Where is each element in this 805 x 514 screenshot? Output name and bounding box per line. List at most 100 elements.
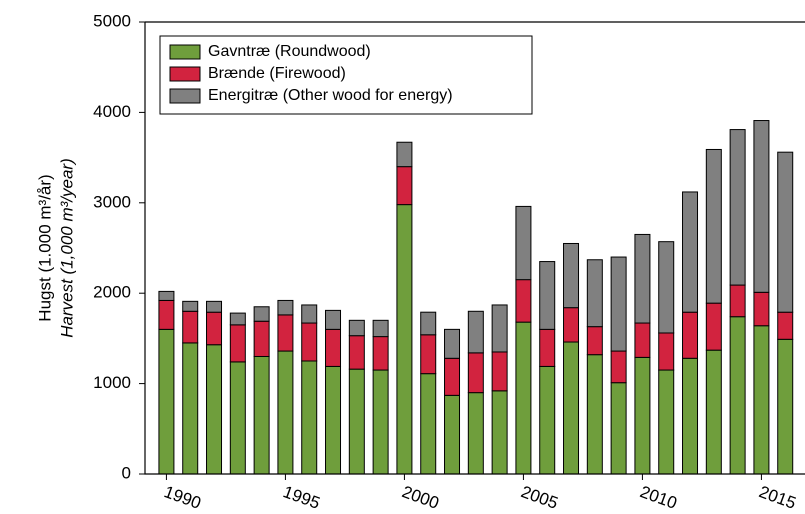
bar-segment [563, 307, 580, 343]
bar-segment [705, 148, 722, 304]
bar-segment [396, 141, 413, 168]
bar-segment [753, 291, 770, 327]
bar-segment [467, 352, 484, 394]
y-tick-label: 0 [122, 463, 131, 482]
y-tick-label: 1000 [93, 373, 131, 392]
bar-segment [229, 312, 246, 326]
bar-segment [253, 355, 270, 475]
bar-segment [420, 373, 437, 475]
bar-segment [705, 349, 722, 475]
bar-segment [586, 354, 603, 475]
legend-swatch [169, 44, 201, 60]
bar-segment [158, 328, 175, 475]
y-tick-label: 5000 [93, 11, 131, 30]
bar-segment [277, 350, 294, 475]
bar-segment [539, 261, 556, 330]
bar-segment [705, 302, 722, 351]
bar-segment [348, 335, 365, 370]
bar-segment [682, 357, 699, 475]
bar-segment [610, 382, 627, 475]
bar-segment [539, 365, 556, 475]
bar-segment [658, 241, 675, 334]
bar-segment [491, 351, 508, 392]
bar-segment [539, 328, 556, 367]
x-tick-label: 2000 [400, 482, 442, 513]
legend-label: Gavntræ (Roundwood) [208, 43, 371, 60]
bar-segment [158, 299, 175, 330]
bar-segment [444, 357, 461, 396]
bar-segment [444, 394, 461, 475]
bar-segment [229, 324, 246, 363]
bar-segment [253, 320, 270, 357]
bar-segment [586, 326, 603, 356]
bar-segment [515, 205, 532, 281]
bar-segment [420, 334, 437, 375]
bar-segment [634, 233, 651, 324]
bar-segment [658, 369, 675, 475]
legend-swatch [169, 88, 201, 104]
bar-segment [206, 344, 223, 475]
bar-segment [206, 311, 223, 346]
bar-segment [563, 341, 580, 475]
bar-segment [729, 284, 746, 318]
bar-segment [777, 151, 794, 313]
bar-segment [682, 311, 699, 359]
bar-segment [515, 279, 532, 323]
bar-segment [372, 319, 389, 338]
legend-box [159, 35, 533, 115]
bar-segment [515, 321, 532, 475]
bar-segment [586, 259, 603, 328]
bar-segment [277, 314, 294, 352]
bar-segment [777, 338, 794, 475]
bar-segment [372, 336, 389, 371]
bar-segment [301, 322, 318, 362]
bar-segment [182, 300, 199, 312]
bar-segment [491, 390, 508, 475]
bar-segment [777, 311, 794, 340]
bar-segment [563, 242, 580, 309]
bar-segment [158, 290, 175, 301]
y-axis-label: Harvest (1,000 m³/year) [57, 158, 76, 338]
bar-segment [658, 332, 675, 371]
bar-segment [610, 256, 627, 352]
bar-segment [753, 120, 770, 293]
bar-segment [682, 191, 699, 313]
bar-segment [420, 311, 437, 336]
bar-segment [467, 310, 484, 354]
bar-segment [229, 361, 246, 475]
bar-segment [348, 319, 365, 337]
bar-segment [301, 360, 318, 475]
bar-segment [182, 342, 199, 475]
bar-segment [396, 204, 413, 475]
bar-segment [753, 325, 770, 475]
bar-segment [325, 309, 342, 330]
legend-swatch [169, 66, 201, 82]
bar-segment [253, 306, 270, 322]
bar-segment [634, 356, 651, 475]
y-tick-label: 2000 [93, 283, 131, 302]
x-tick-label: 2005 [519, 482, 561, 513]
x-tick-label: 1990 [162, 482, 204, 513]
bar-segment [325, 328, 342, 367]
bar-segment [182, 310, 199, 344]
x-tick-label: 2010 [638, 482, 680, 513]
legend: Gavntræ (Roundwood) Brænde (Firewood) Ener… [159, 35, 533, 115]
bar-segment [325, 365, 342, 475]
x-tick-label: 2015 [757, 482, 799, 513]
y-tick-label: 4000 [93, 102, 131, 121]
bar-segment [372, 369, 389, 475]
bar-segment [444, 328, 461, 359]
bar-segment [491, 304, 508, 353]
x-tick-label: 1995 [281, 482, 323, 513]
bar-segment [277, 299, 294, 316]
bar-segment [610, 350, 627, 384]
bar-segment [634, 322, 651, 358]
bar-segment [467, 392, 484, 475]
legend-label: Energitræ (Other wood for energy) [208, 87, 453, 104]
bar-segment [729, 129, 746, 286]
bar-segment [729, 316, 746, 475]
y-axis-label: Hugst (1.000 m³/år) [35, 174, 54, 321]
bar-segment [206, 300, 223, 313]
y-tick-label: 3000 [93, 192, 131, 211]
